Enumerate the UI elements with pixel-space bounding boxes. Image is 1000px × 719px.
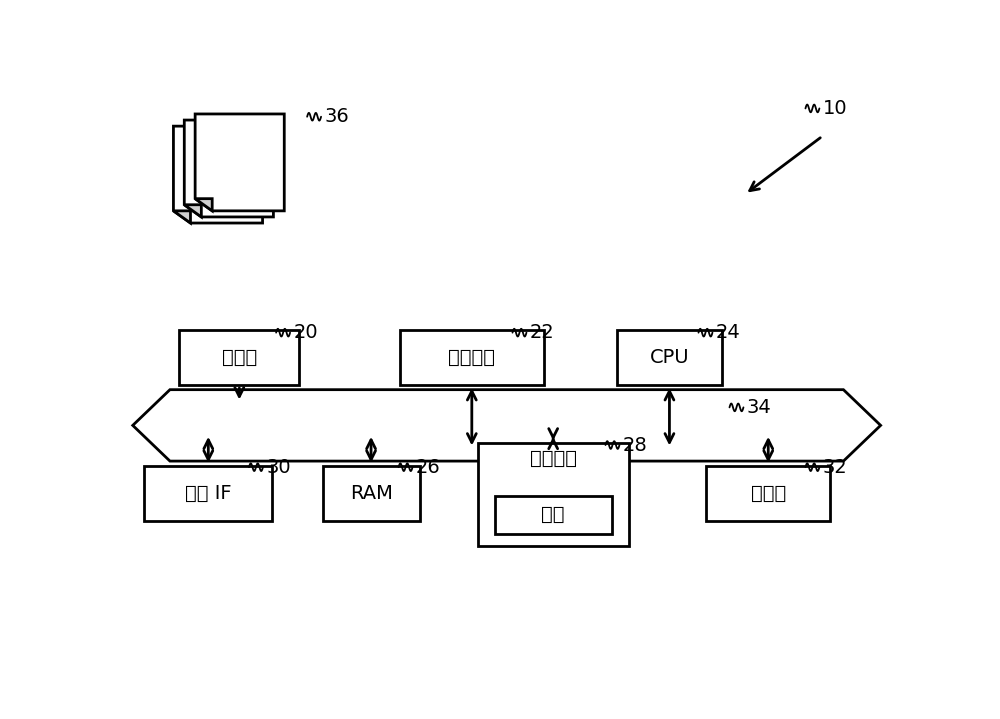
Text: 30: 30 (266, 458, 291, 477)
Bar (179, 330, 299, 385)
Text: 34: 34 (747, 398, 771, 417)
Bar (400, 330, 544, 385)
Text: 26: 26 (416, 458, 440, 477)
Polygon shape (184, 120, 273, 217)
Bar (478, 444, 629, 546)
Text: 操作面板: 操作面板 (448, 348, 495, 367)
Text: 20: 20 (293, 323, 318, 342)
Polygon shape (173, 211, 190, 223)
Text: 存储装置: 存储装置 (530, 449, 577, 468)
Text: 程序: 程序 (541, 505, 565, 524)
Polygon shape (195, 114, 284, 211)
Polygon shape (195, 198, 212, 211)
Bar (617, 330, 722, 385)
Text: CPU: CPU (650, 348, 689, 367)
Bar (706, 465, 830, 521)
Text: RAM: RAM (350, 484, 392, 503)
Text: 通信 IF: 通信 IF (185, 484, 232, 503)
Bar (144, 465, 272, 521)
Text: 打印机: 打印机 (751, 484, 786, 503)
Text: 24: 24 (716, 323, 740, 342)
Text: 36: 36 (324, 107, 349, 127)
Polygon shape (173, 126, 263, 223)
Text: 10: 10 (822, 99, 847, 118)
Text: 22: 22 (530, 323, 554, 342)
Bar (495, 496, 612, 533)
Text: 28: 28 (623, 436, 647, 454)
Polygon shape (184, 205, 201, 217)
Text: 扫描价: 扫描价 (222, 348, 257, 367)
Bar (323, 465, 420, 521)
Text: 32: 32 (822, 458, 847, 477)
Polygon shape (133, 390, 881, 461)
